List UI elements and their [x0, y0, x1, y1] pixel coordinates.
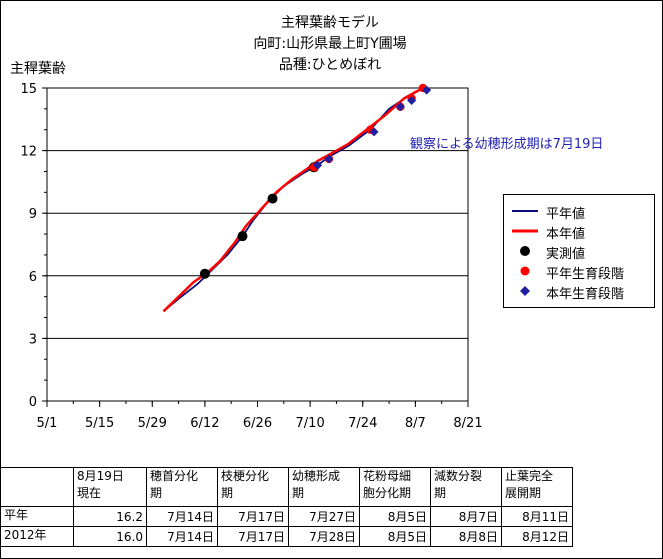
data-point-diamond — [395, 102, 405, 112]
chart-title: 主稈葉齢モデル — [281, 15, 379, 31]
table-header-cell: 減数分裂 期 — [430, 467, 502, 507]
chart-subtitle-location: 向町:山形県最上町Y圃場 — [253, 36, 407, 52]
data-point-diamond — [313, 160, 323, 170]
table-row: 2012年 16.0 7月14日 7月17日 7月28日 8月5日 8月8日 8… — [0, 526, 573, 547]
table-cell: 8月5日 — [359, 526, 431, 547]
y-tick-label: 0 — [29, 395, 37, 410]
table-cell: 7月27日 — [288, 506, 360, 527]
x-tick-label: 7/10 — [296, 416, 325, 431]
x-tick-label: 6/12 — [190, 416, 219, 431]
leaf-age-chart: 0 3 6 9 12 15 5/1 5/15 5/29 6/12 6/26 7/10 7/24 8/7 8/… — [20, 82, 482, 431]
table-cell: 7月17日 — [217, 526, 289, 547]
data-point-diamond — [407, 96, 417, 106]
table-header-cell — [0, 467, 74, 507]
legend-label: 本年生育段階 — [546, 287, 625, 302]
data-point-diamond — [422, 85, 432, 95]
data-point-circle — [267, 193, 278, 204]
table-header-cell: 8月19日 現在 — [73, 467, 147, 507]
legend-item-measured: 実測値 — [504, 241, 654, 262]
table-cell: 8月7日 — [430, 506, 502, 527]
table-cell: 16.0 — [73, 526, 147, 547]
y-tick-label: 9 — [29, 207, 37, 222]
x-tick-label: 5/1 — [37, 416, 58, 431]
table-cell: 16.2 — [73, 506, 147, 527]
y-tick-label: 15 — [20, 82, 37, 97]
legend-symbol-blue-diamond — [520, 286, 530, 296]
table-header-row: 8月19日 現在 穂首分化 期 枝梗分化 期 幼穂形成 期 花粉母細 胞分化期 … — [0, 467, 573, 507]
chart-subtitle-variety: 品種:ひとめぼれ — [278, 57, 382, 73]
x-tick-label: 7/24 — [348, 416, 377, 431]
x-tick-label: 6/26 — [243, 416, 272, 431]
table-cell: 8月8日 — [430, 526, 502, 547]
table-cell: 7月14日 — [146, 526, 218, 547]
legend-label: 平年値 — [546, 207, 586, 222]
data-point-diamond — [369, 127, 379, 137]
table-cell: 8月12日 — [501, 526, 573, 547]
panicle-initiation-note: 観察による幼穂形成期は7月19日 — [410, 137, 604, 152]
legend-item-current-line: 本年値 — [504, 221, 654, 242]
legend: 平年値 本年値 実測値 平年生育段階 本年生育段階 — [503, 194, 655, 308]
table-cell: 8月11日 — [501, 506, 573, 527]
y-tick-label: 12 — [20, 145, 37, 160]
table-cell: 8月5日 — [359, 506, 431, 527]
data-point-circle — [237, 231, 248, 242]
table-cell: 7月17日 — [217, 506, 289, 527]
table-header-cell: 止葉完全 展開期 — [501, 467, 573, 507]
y-tick-label: 3 — [29, 332, 37, 347]
x-tick-label: 8/7 — [405, 416, 426, 431]
legend-label: 実測値 — [546, 247, 586, 262]
table-header-cell: 穂首分化 期 — [146, 467, 218, 507]
growth-stage-table: 8月19日 現在 穂首分化 期 枝梗分化 期 幼穂形成 期 花粉母細 胞分化期 … — [0, 467, 573, 547]
legend-symbol-red-line — [512, 229, 538, 233]
table-header-cell: 花粉母細 胞分化期 — [359, 467, 431, 507]
y-tick-label: 6 — [29, 270, 37, 285]
x-tick-label: 5/15 — [85, 416, 114, 431]
legend-symbol-black-dot — [520, 246, 530, 256]
x-tick-label: 5/29 — [138, 416, 167, 431]
table-row-label: 平年 — [0, 506, 74, 527]
x-tick-label: 8/21 — [453, 416, 482, 431]
legend-symbol-blue-line — [512, 210, 538, 212]
legend-item-current-stage: 本年生育段階 — [504, 281, 654, 302]
table-row: 平年 16.2 7月14日 7月17日 7月27日 8月5日 8月7日 8月11… — [0, 506, 573, 527]
table-cell: 7月14日 — [146, 506, 218, 527]
legend-item-normal-line: 平年値 — [504, 201, 654, 222]
table-cell: 7月28日 — [288, 526, 360, 547]
plot-area — [46, 87, 469, 402]
legend-label: 本年値 — [546, 227, 586, 242]
legend-item-normal-stage: 平年生育段階 — [504, 261, 654, 282]
legend-symbol-red-dot — [520, 266, 530, 276]
data-point-diamond — [324, 154, 334, 164]
data-point-circle — [199, 268, 210, 279]
legend-label: 平年生育段階 — [546, 267, 625, 282]
table-row-label: 2012年 — [0, 526, 74, 547]
y-axis-label: 主稈葉齢 — [10, 61, 66, 77]
table-header-cell: 枝梗分化 期 — [217, 467, 289, 507]
table-header-cell: 幼穂形成 期 — [288, 467, 360, 507]
